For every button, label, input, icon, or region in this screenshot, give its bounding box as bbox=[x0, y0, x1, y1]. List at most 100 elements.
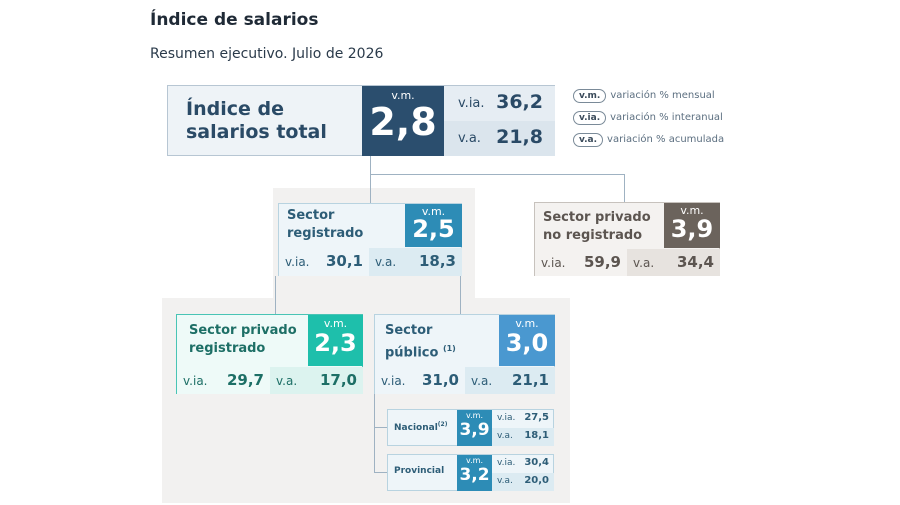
va-label: v.a. bbox=[458, 131, 481, 146]
va-cell: v.a. 34,4 bbox=[627, 249, 720, 276]
vm-box: v.m. 2,5 bbox=[405, 204, 462, 247]
vm-value: 2,3 bbox=[314, 329, 357, 357]
va-value: 17,0 bbox=[319, 371, 357, 389]
vm-box: v.m. 2,8 bbox=[362, 86, 444, 156]
box-sector-registrado: Sector registrado v.m. 2,5 v.ia. 30,1 v.… bbox=[278, 203, 462, 276]
legend-abbr: v.m. bbox=[573, 89, 607, 103]
vm-box: v.m. 3,0 bbox=[499, 315, 555, 366]
via-cell: v.ia. 59,9 bbox=[535, 249, 627, 276]
vm-label: v.m. bbox=[466, 456, 483, 465]
via-label: v.ia. bbox=[183, 374, 208, 388]
via-cell: v.ia. 27,5 bbox=[492, 410, 554, 428]
vm-label: v.m. bbox=[323, 317, 348, 330]
box-name: Sector privado registrado bbox=[189, 322, 297, 358]
vm-label: v.m. bbox=[515, 317, 539, 330]
vm-box: v.m. 3,2 bbox=[457, 455, 492, 491]
va-label: v.a. bbox=[633, 256, 655, 270]
box-name: Sector registrado bbox=[287, 207, 363, 243]
box-name-line: Sector privado bbox=[189, 323, 297, 338]
box-sector-privado-no-registrado: Sector privado no registrado v.m. 3,9 v.… bbox=[534, 202, 720, 276]
va-cell: v.a. 21,8 bbox=[444, 121, 555, 156]
box-name: Sector público (1) bbox=[385, 322, 456, 362]
legend-text: variación % mensual bbox=[610, 90, 715, 101]
via-cell: v.ia. 30,1 bbox=[279, 248, 369, 276]
box-name-line: registrado bbox=[287, 226, 364, 241]
box-name: Nacional(2) bbox=[394, 421, 447, 433]
via-label: v.ia. bbox=[497, 413, 516, 423]
vm-box: v.m. 3,9 bbox=[457, 410, 492, 446]
vm-value: 2,8 bbox=[369, 100, 437, 144]
legend-item-vm: v.m. variación % mensual bbox=[573, 89, 715, 103]
va-cell: v.a. 18,1 bbox=[492, 428, 554, 446]
va-value: 34,4 bbox=[676, 253, 714, 271]
via-cell: v.ia. 31,0 bbox=[375, 367, 465, 394]
va-cell: v.a. 18,3 bbox=[369, 248, 462, 276]
connector bbox=[370, 156, 371, 174]
box-sector-publico: Sector público (1) v.m. 3,0 v.ia. 31,0 v… bbox=[374, 314, 555, 394]
connector bbox=[374, 427, 387, 428]
footnote-marker: (2) bbox=[437, 421, 448, 428]
vm-label: v.m. bbox=[421, 205, 446, 218]
via-label: v.ia. bbox=[497, 458, 516, 468]
va-value: 20,0 bbox=[524, 475, 549, 486]
box-nacional: Nacional(2) v.m. 3,9 v.ia. 27,5 v.a. 18,… bbox=[387, 409, 554, 446]
via-cell: v.ia. 36,2 bbox=[444, 86, 555, 121]
va-cell: v.a. 21,1 bbox=[465, 367, 555, 394]
footnote-marker: (1) bbox=[442, 344, 456, 353]
connector bbox=[370, 174, 371, 203]
box-name: Índice de salarios total bbox=[186, 98, 327, 144]
va-label: v.a. bbox=[497, 476, 513, 486]
va-value: 18,3 bbox=[418, 252, 456, 270]
page-title: Índice de salarios bbox=[150, 10, 319, 30]
box-provincial: Provincial v.m. 3,2 v.ia. 30,4 v.a. 20,0 bbox=[387, 454, 554, 491]
vm-box: v.m. 3,9 bbox=[664, 203, 720, 248]
via-cell: v.ia. 29,7 bbox=[177, 367, 270, 394]
connector bbox=[374, 472, 387, 473]
vm-label: v.m. bbox=[466, 411, 483, 420]
box-name-line: público (1) bbox=[385, 340, 456, 362]
va-value: 21,8 bbox=[496, 126, 543, 148]
via-value: 27,5 bbox=[524, 412, 549, 423]
box-name-line: Sector privado bbox=[543, 210, 651, 225]
legend-item-va: v.a. variación % acumulada bbox=[573, 133, 724, 147]
box-name-line: Índice de bbox=[186, 98, 284, 120]
connector bbox=[624, 174, 625, 202]
vm-value: 3,9 bbox=[459, 420, 490, 440]
va-label: v.a. bbox=[375, 255, 397, 269]
box-name-line: registrado bbox=[189, 341, 266, 356]
vm-value: 2,5 bbox=[412, 215, 455, 243]
box-name-text: Nacional bbox=[394, 423, 438, 433]
va-cell: v.a. 20,0 bbox=[492, 473, 554, 491]
box-name-text: público bbox=[385, 345, 439, 361]
page-subtitle: Resumen ejecutivo. Julio de 2026 bbox=[150, 46, 384, 62]
via-label: v.ia. bbox=[285, 255, 310, 269]
box-name-line: salarios total bbox=[186, 121, 327, 143]
vm-value: 3,0 bbox=[505, 329, 549, 357]
box-sector-privado-registrado: Sector privado registrado v.m. 2,3 v.ia.… bbox=[176, 314, 363, 394]
vm-value: 3,9 bbox=[670, 215, 714, 243]
connector bbox=[370, 174, 624, 175]
via-value: 36,2 bbox=[496, 91, 543, 113]
va-value: 21,1 bbox=[511, 371, 549, 389]
box-name: Sector privado no registrado bbox=[543, 209, 651, 245]
vm-label: v.m. bbox=[680, 204, 704, 217]
va-cell: v.a. 17,0 bbox=[270, 367, 363, 394]
va-value: 18,1 bbox=[524, 430, 549, 441]
vm-box: v.m. 2,3 bbox=[308, 315, 363, 366]
via-value: 31,0 bbox=[421, 371, 459, 389]
box-name-line: no registrado bbox=[543, 228, 643, 243]
via-value: 59,9 bbox=[583, 253, 621, 271]
legend-text: variación % acumulada bbox=[607, 134, 725, 145]
vm-label: v.m. bbox=[391, 89, 415, 102]
legend-text: variación % interanual bbox=[610, 112, 723, 123]
va-label: v.a. bbox=[497, 431, 513, 441]
connector bbox=[460, 276, 461, 314]
va-label: v.a. bbox=[471, 374, 493, 388]
via-value: 30,1 bbox=[325, 252, 363, 270]
box-name-line: Sector bbox=[287, 208, 335, 223]
via-label: v.ia. bbox=[381, 374, 406, 388]
vm-value: 3,2 bbox=[459, 465, 490, 485]
via-value: 30,4 bbox=[524, 457, 549, 468]
connector bbox=[374, 394, 375, 473]
legend-item-via: v.ia. variación % interanual bbox=[573, 111, 723, 125]
